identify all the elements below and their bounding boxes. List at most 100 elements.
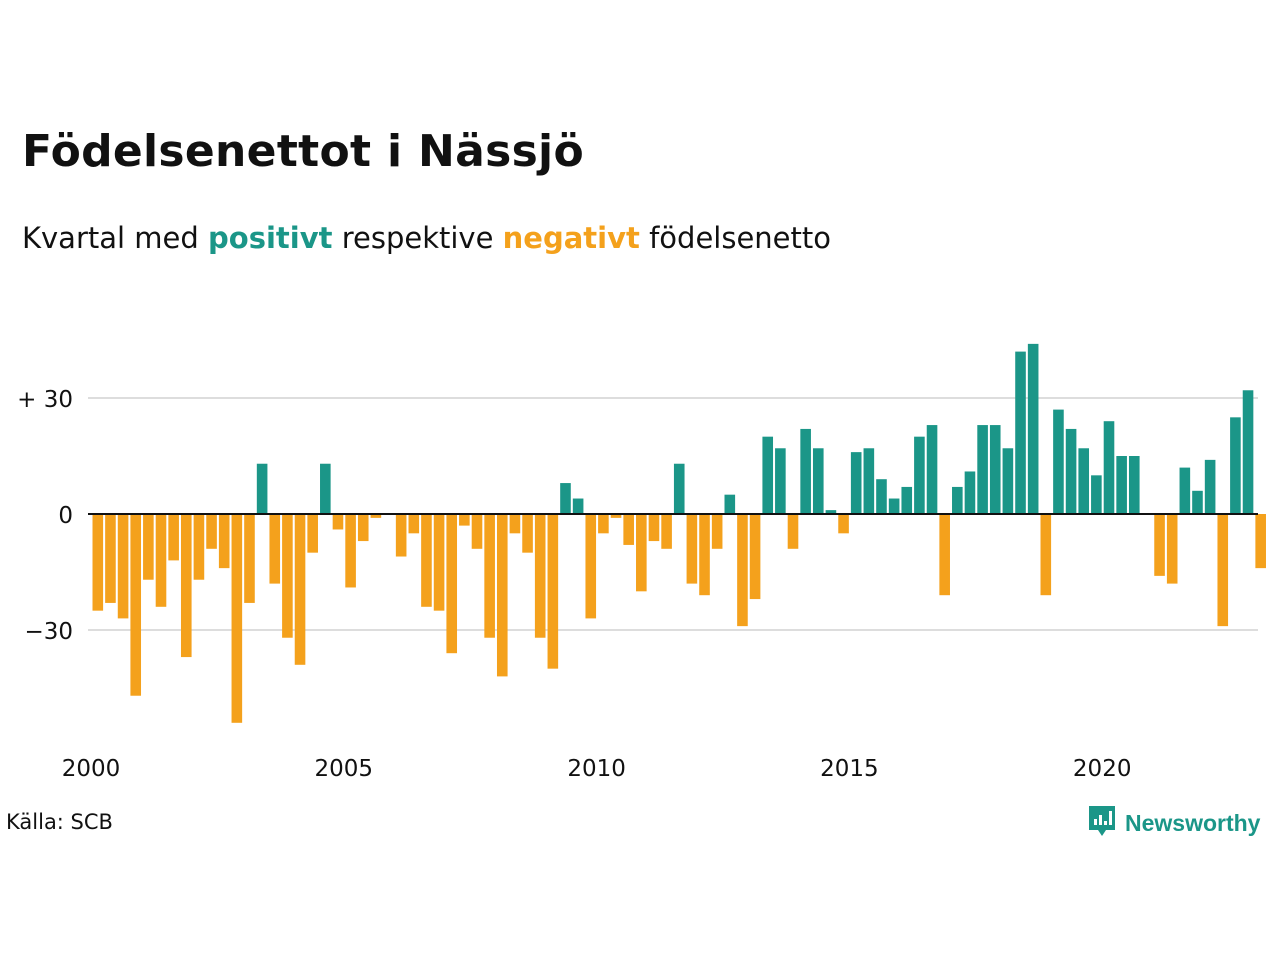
bar-positive [1015, 351, 1026, 514]
x-tick-label: 2015 [820, 756, 879, 782]
bar-positive [989, 425, 1001, 514]
bar-negative [231, 514, 243, 723]
bar-positive [926, 425, 938, 514]
chart-title: Födelsenettot i Nässjö [22, 126, 584, 177]
x-axis-labels: 2000 2005 2010 2015 2020 [62, 756, 1132, 782]
bar-positive [964, 471, 976, 514]
bar-negative [623, 514, 634, 545]
bar-negative [206, 514, 217, 549]
bar-positive [1002, 448, 1014, 514]
bar-negative [294, 514, 306, 665]
bar-positive [775, 448, 786, 514]
bars [92, 343, 1266, 723]
bar-negative [1217, 514, 1229, 627]
bar-negative [307, 514, 318, 553]
bar-negative [598, 514, 609, 534]
x-tick-label: 2005 [315, 756, 374, 782]
bar-positive [1192, 490, 1203, 514]
bar-negative [408, 514, 420, 534]
bar-negative [370, 514, 382, 518]
bar-negative [1166, 514, 1178, 584]
bar-negative [395, 514, 407, 557]
bar-positive [673, 463, 685, 514]
bar-negative [610, 514, 622, 518]
subtitle-suffix: födelsenetto [649, 221, 831, 255]
bar-negative [193, 514, 205, 580]
bar-positive [1091, 475, 1102, 514]
bar-positive [320, 463, 331, 514]
bar-positive [901, 486, 913, 514]
bar-negative [661, 514, 672, 549]
bar-negative [699, 514, 710, 596]
bar-positive [1027, 343, 1039, 514]
bar-positive [256, 463, 268, 514]
bar-negative [92, 514, 104, 611]
bar-positive [952, 486, 963, 514]
bar-negative [180, 514, 192, 658]
bar-positive [863, 448, 875, 514]
bar-negative [484, 514, 495, 638]
bar-negative [433, 514, 445, 611]
bar-positive [1179, 467, 1191, 514]
bar-negative [838, 514, 849, 534]
x-tick-label: 2010 [567, 756, 626, 782]
bar-negative [357, 514, 369, 542]
bar-negative [269, 514, 281, 584]
bar-positive [1116, 456, 1127, 514]
y-tick-label: −30 [24, 619, 73, 645]
bar-negative [471, 514, 483, 549]
bar-negative [585, 514, 597, 619]
bar-negative [105, 514, 116, 603]
bar-positive [876, 479, 887, 514]
bar-negative [244, 514, 255, 603]
bar-positive [825, 510, 837, 514]
subtitle-positive-word: positivt [208, 221, 333, 255]
bar-negative [522, 514, 533, 553]
bar-positive [850, 452, 862, 514]
bar-negative [168, 514, 179, 561]
bar-negative [345, 514, 356, 588]
bar-positive [560, 483, 571, 514]
source-note: Källa: SCB [6, 810, 113, 834]
bar-positive [914, 436, 925, 514]
bar-negative [1154, 514, 1165, 576]
bar-negative [155, 514, 167, 607]
x-tick-label: 2000 [62, 756, 121, 782]
bar-negative [1255, 514, 1266, 569]
bar-positive [1053, 409, 1064, 514]
y-tick-label: + 30 [17, 387, 73, 413]
bar-negative [509, 514, 521, 534]
bar-negative [446, 514, 458, 654]
bar-positive [572, 498, 584, 514]
bar-negative [496, 514, 508, 677]
subtitle-middle: respektive [341, 221, 494, 255]
bar-positive [1078, 448, 1090, 514]
bar-positive [1230, 417, 1241, 514]
bar-positive [762, 436, 774, 514]
bar-negative [787, 514, 799, 549]
brand: Newsworthy [1087, 804, 1260, 842]
bar-positive [1065, 428, 1077, 514]
bar-positive [1128, 456, 1140, 514]
chart-subtitle: Kvartal med positivt respektive negativt… [22, 221, 831, 256]
x-tick-label: 2020 [1073, 756, 1132, 782]
bar-negative [737, 514, 748, 627]
subtitle-prefix: Kvartal med [22, 221, 199, 255]
newsworthy-logo-icon [1087, 804, 1117, 842]
bar-negative [332, 514, 344, 530]
bar-negative [421, 514, 432, 607]
bar-negative [534, 514, 546, 638]
bar-positive [724, 494, 736, 514]
bar-positive [977, 425, 988, 514]
bar-negative [686, 514, 698, 584]
bar-negative [711, 514, 723, 549]
bar-negative [218, 514, 230, 569]
bar-negative [648, 514, 660, 542]
bar-negative [459, 514, 470, 526]
bar-negative [1040, 514, 1052, 596]
brand-name: Newsworthy [1125, 809, 1261, 836]
bar-negative [117, 514, 129, 619]
subtitle-negative-word: negativt [502, 221, 640, 255]
bar-positive [1204, 459, 1216, 514]
